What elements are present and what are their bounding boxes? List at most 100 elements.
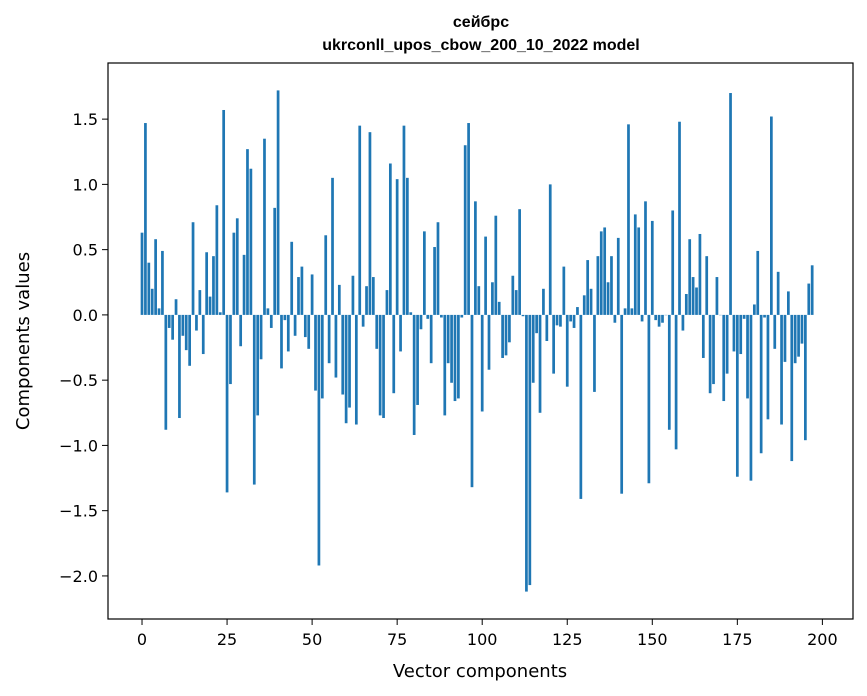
bar-129 — [579, 314, 583, 499]
bar-22 — [215, 205, 219, 315]
bar-5 — [157, 308, 161, 315]
bar-76 — [399, 314, 402, 352]
bar-31 — [246, 149, 249, 315]
bar-118 — [542, 288, 545, 315]
bar-36 — [263, 138, 266, 315]
y-tick-label: 0.0 — [73, 306, 98, 325]
bar-87 — [436, 222, 440, 315]
bar-88 — [440, 314, 443, 318]
bar-65 — [361, 314, 365, 327]
bar-187 — [776, 271, 780, 315]
bar-191 — [790, 314, 794, 462]
x-tick-label: 175 — [722, 630, 753, 649]
bar-126 — [569, 314, 573, 322]
bar-0 — [140, 232, 144, 315]
bar-156 — [671, 210, 675, 315]
bar-79 — [409, 312, 413, 315]
bar-40 — [276, 90, 280, 315]
bar-62 — [351, 275, 355, 315]
bar-93 — [457, 314, 460, 399]
y-tick-label: 1.5 — [73, 110, 98, 129]
bar-195 — [804, 314, 807, 441]
x-tick-label: 200 — [807, 630, 838, 649]
bar-163 — [695, 287, 698, 315]
bar-119 — [545, 314, 549, 341]
axes-frame — [107, 62, 854, 620]
bar-32 — [249, 168, 253, 315]
x-tick-label: 50 — [302, 630, 322, 649]
bar-107 — [504, 314, 508, 356]
bar-95 — [463, 145, 467, 315]
bar-152 — [657, 314, 661, 327]
bar-99 — [477, 286, 481, 315]
bar-188 — [780, 314, 783, 425]
bar-197 — [810, 265, 814, 315]
bar-72 — [385, 290, 389, 315]
bar-15 — [191, 222, 195, 315]
bar-68 — [371, 277, 375, 315]
bar-17 — [198, 290, 202, 315]
x-tick-label: 75 — [387, 630, 407, 649]
bar-176 — [739, 314, 743, 355]
chart-subtitle: ukrconll_upos_cbow_200_10_2022 model — [322, 37, 639, 54]
bar-80 — [412, 314, 416, 435]
bar-42 — [283, 314, 287, 321]
bar-122 — [555, 314, 559, 326]
bar-174 — [732, 314, 736, 352]
bar-49 — [307, 314, 311, 349]
y-tick-label: −2.0 — [59, 567, 98, 586]
bar-104 — [494, 215, 498, 315]
bar-8 — [167, 314, 171, 328]
bar-124 — [562, 266, 566, 315]
bar-45 — [293, 314, 297, 336]
bar-43 — [286, 314, 290, 352]
bar-128 — [576, 307, 579, 315]
bar-100 — [480, 314, 484, 412]
bar-38 — [269, 314, 273, 328]
bar-77 — [402, 125, 406, 315]
bar-61 — [348, 314, 351, 408]
bar-52 — [317, 314, 321, 566]
bar-189 — [783, 314, 787, 362]
bar-82 — [419, 314, 423, 330]
bar-7 — [164, 314, 168, 430]
bar-134 — [596, 256, 600, 315]
bar-116 — [535, 314, 538, 334]
bar-181 — [756, 250, 760, 315]
bar-109 — [511, 275, 515, 315]
y-axis: −2.0 −1.5 −1.0 −0.5 0.0 0.5 1.0 1.5 — [59, 110, 108, 586]
bar-23 — [218, 312, 222, 315]
bar-29 — [239, 314, 243, 347]
bar-167 — [708, 314, 712, 394]
plot-area — [140, 90, 814, 592]
x-tick-label: 25 — [217, 630, 237, 649]
x-tick-label: 100 — [467, 630, 498, 649]
bar-147 — [640, 314, 644, 322]
bar-75 — [395, 179, 399, 315]
bar-121 — [552, 314, 555, 374]
bar-71 — [382, 314, 385, 419]
bar-55 — [327, 314, 331, 364]
bar-4 — [154, 239, 157, 315]
bar-150 — [650, 220, 654, 315]
bar-165 — [701, 314, 705, 358]
y-tick-label: −0.5 — [59, 371, 98, 390]
bar-37 — [266, 308, 270, 315]
bar-3 — [150, 288, 154, 315]
bar-70 — [378, 314, 382, 416]
x-axis-label: Vector components — [393, 661, 567, 682]
bar-98 — [474, 201, 477, 315]
bar-85 — [429, 314, 433, 364]
bar-159 — [681, 314, 685, 331]
bar-114 — [528, 314, 532, 586]
bar-16 — [195, 314, 198, 331]
bar-67 — [368, 132, 372, 315]
bar-155 — [667, 314, 671, 430]
bar-97 — [470, 314, 474, 488]
bar-146 — [637, 227, 641, 315]
bar-153 — [661, 314, 664, 323]
bar-92 — [453, 314, 457, 402]
bar-131 — [586, 260, 590, 315]
bar-94 — [460, 314, 464, 318]
